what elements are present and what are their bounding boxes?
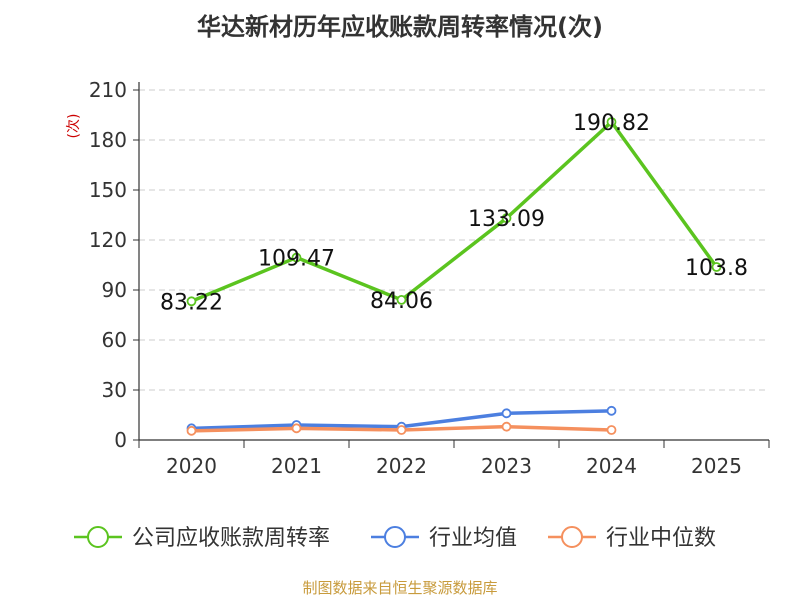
axes: 0 30 60 90 120 150 180 210 2020 2021 2022 2023 2024 2… (89, 78, 770, 478)
x-tick-label: 2022 (376, 454, 427, 478)
data-label: 109.47 (258, 247, 335, 272)
legend-swatch-marker (384, 526, 406, 548)
legend-swatch-marker (561, 526, 583, 548)
legend-item-1[interactable]: 行业均值 (371, 526, 517, 551)
data-point (501, 421, 512, 432)
chart-title: 华达新材历年应收账款周转率情况(次) (197, 13, 603, 41)
data-point (501, 213, 512, 224)
x-tick-label: 2023 (481, 454, 532, 478)
y-tick-label: 60 (102, 328, 127, 352)
x-tick-label: 2024 (586, 454, 637, 478)
data-label: 133.09 (468, 207, 545, 232)
x-tick-label: 2020 (166, 454, 217, 478)
y-tick-label: 120 (89, 228, 127, 252)
y-tick-label: 180 (89, 128, 127, 152)
legend-swatch-marker (87, 526, 109, 548)
legend[interactable]: 公司应收账款周转率 行业均值 行业中位数 (74, 526, 716, 551)
y-axis-label: (次) (66, 114, 82, 139)
grid (139, 89, 769, 391)
data-point (396, 425, 407, 435)
legend-item-0[interactable]: 公司应收账款周转率 (74, 526, 330, 551)
legend-label: 公司应收账款周转率 (132, 526, 330, 551)
data-point (291, 423, 302, 434)
data-labels: 83.22 109.47 84.06 133.09 190.82 103.8 (160, 111, 748, 315)
data-label: 103.8 (685, 256, 748, 281)
y-tick-label: 150 (89, 178, 127, 202)
data-point (606, 117, 617, 127)
y-tick-label: 30 (102, 378, 127, 402)
y-tick-label: 90 (102, 278, 127, 302)
data-point (711, 262, 722, 272)
data-point (186, 296, 197, 307)
data-label: 83.22 (160, 290, 223, 315)
data-point (606, 405, 617, 416)
legend-label: 行业均值 (429, 526, 517, 551)
series-layer (186, 117, 722, 436)
x-tick-label: 2025 (691, 454, 742, 478)
legend-label: 行业中位数 (606, 526, 716, 551)
data-label: 84.06 (370, 289, 433, 314)
data-point (501, 408, 512, 419)
legend-item-2[interactable]: 行业中位数 (548, 526, 716, 551)
series-line (189, 120, 719, 304)
source-note: 制图数据来自恒生聚源数据库 (302, 579, 497, 597)
x-tick-label: 2021 (271, 454, 322, 478)
data-point (291, 252, 302, 263)
data-label: 190.82 (573, 111, 650, 136)
y-tick-label: 0 (114, 428, 127, 452)
series-2 (186, 421, 617, 436)
data-point (396, 294, 407, 305)
data-point (606, 425, 617, 435)
y-tick-label: 210 (89, 78, 127, 102)
data-point (186, 425, 197, 436)
series-0 (186, 117, 722, 307)
